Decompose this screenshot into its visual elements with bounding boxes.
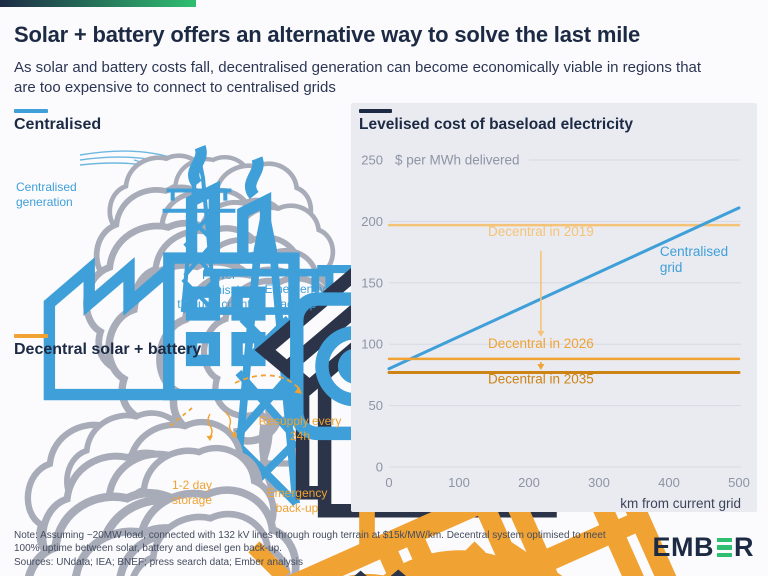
squiggle-arrow-icon <box>207 413 213 438</box>
svg-text:$ per MWh delivered: $ per MWh delivered <box>395 153 520 168</box>
svg-text:150: 150 <box>361 275 383 290</box>
svg-text:200: 200 <box>518 475 540 490</box>
resupply-label: Resupply every 24h <box>258 414 342 443</box>
arrowhead-icon <box>294 386 302 394</box>
svg-text:km from current grid: km from current grid <box>620 496 741 511</box>
note-text: Note: Assuming ~20MW load, connected wit… <box>14 530 606 555</box>
centralised-backup-label: Emergency back-up <box>264 282 326 311</box>
chart-panel: Levelised cost of baseload electricity 0… <box>351 103 757 512</box>
sources-text: Sources: UNdata; IEA; BNEF; press search… <box>14 556 304 568</box>
ember-logo: EMB R <box>653 532 755 563</box>
squiggle-arrow-icon <box>224 411 236 436</box>
svg-text:500: 500 <box>728 475 750 490</box>
storage-label: 1-2 day storage <box>171 478 213 507</box>
levelised-cost-chart: 0 50 100 150 200 250 $ per MWh delivered 0 100 20… <box>361 153 750 512</box>
power-transmission-label: Power transmission through country <box>177 268 261 312</box>
svg-text:50: 50 <box>369 398 383 413</box>
svg-text:300: 300 <box>588 475 610 490</box>
centralised-generation-label: Centralised generation <box>16 180 77 209</box>
svg-text:200: 200 <box>361 214 383 229</box>
svg-text:400: 400 <box>658 475 680 490</box>
dashed-arrow-icon <box>234 374 302 392</box>
svg-text:Decentral in 2026: Decentral in 2026 <box>488 336 594 351</box>
chart-accent-bar <box>359 109 392 113</box>
svg-text:0: 0 <box>376 460 383 475</box>
brand-gradient-bar <box>0 0 196 7</box>
page-subtitle: As solar and battery costs fall, decentr… <box>14 59 702 96</box>
logo-text-emb: EMB <box>652 532 714 562</box>
sun-group <box>169 374 581 576</box>
decentral-heading: Decentral solar + battery <box>14 341 202 358</box>
svg-text:0: 0 <box>385 475 392 490</box>
decentral-backup-label: Emergency back-up <box>266 486 328 515</box>
decentral-diagram <box>0 374 348 576</box>
logo-green-e-icon <box>716 537 732 558</box>
svg-text:100: 100 <box>448 475 470 490</box>
svg-text:100: 100 <box>361 337 383 352</box>
centralised-accent-bar <box>14 109 48 113</box>
logo-text-r: R <box>734 532 754 562</box>
centralised-diagram <box>0 0 348 340</box>
decentral-accent-bar <box>14 334 48 338</box>
svg-text:Decentral in 2019: Decentral in 2019 <box>488 224 594 239</box>
arrowhead-icon <box>231 431 237 438</box>
arrowhead-icon <box>206 435 213 441</box>
centralised-heading: Centralised <box>14 116 102 133</box>
footnote: Note: Assuming ~20MW load, connected wit… <box>14 529 634 569</box>
svg-text:Decentral in 2035: Decentral in 2035 <box>488 371 594 386</box>
svg-text:250: 250 <box>361 153 383 168</box>
chart-title: Levelised cost of baseload electricity <box>359 116 633 133</box>
page-title: Solar + battery offers an alternative wa… <box>14 22 641 47</box>
